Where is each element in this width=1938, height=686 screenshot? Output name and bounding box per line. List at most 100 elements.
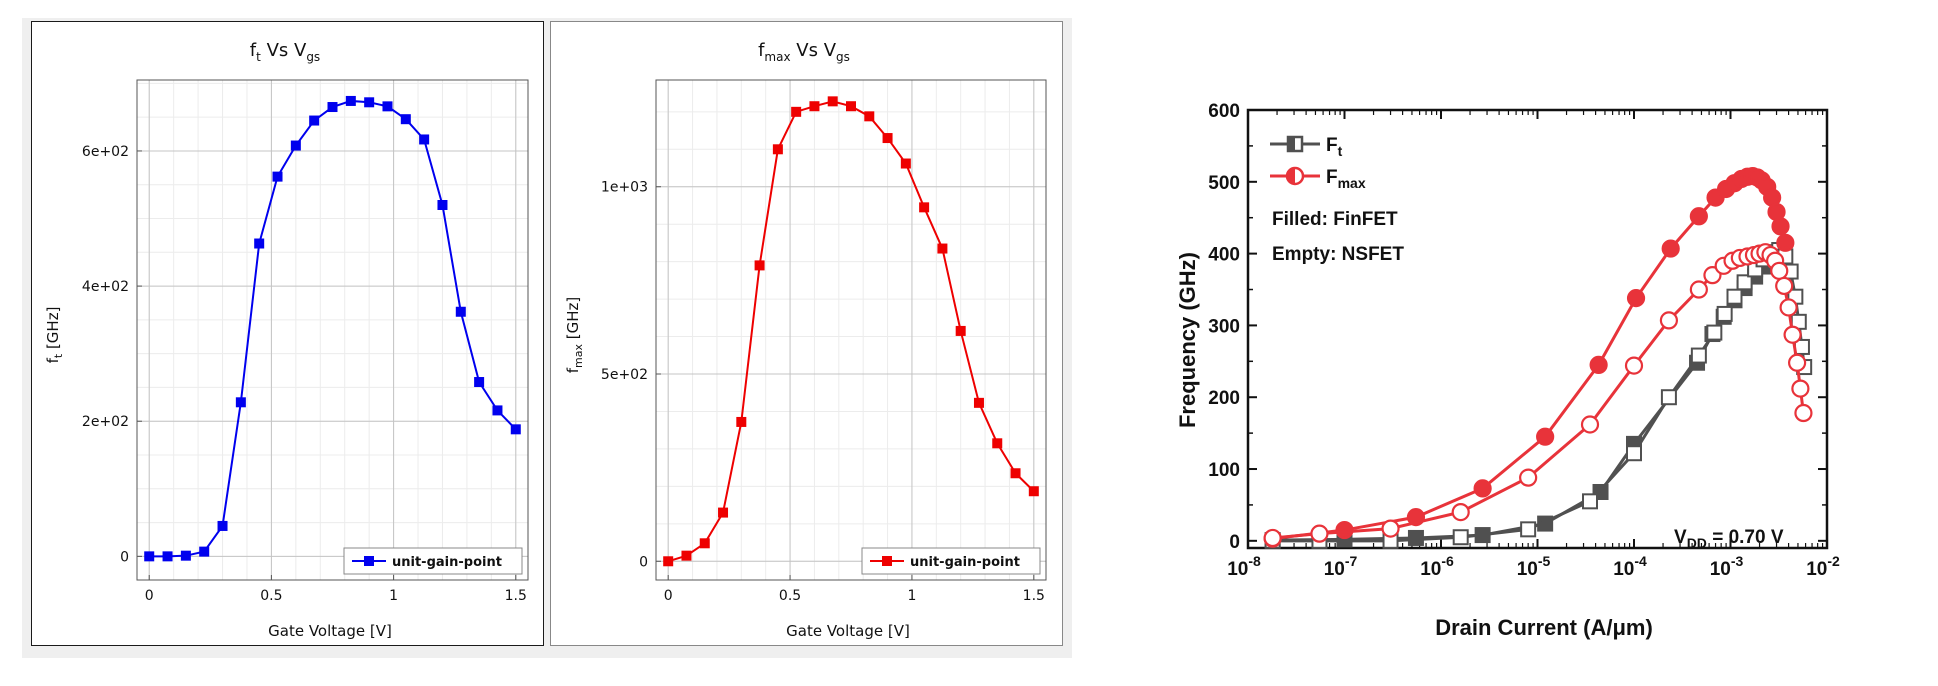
data-point [327,102,338,113]
data-point [1473,479,1492,498]
data-point [290,140,301,151]
plot-area: 0 0.5 1 1.5 0 5e+02 1e+03 unit-gain-point [601,79,1047,604]
plot-area: 0 100 200 300 400 500 600 10-8 10-7 10-6 10-5 10-4 1… [1208,101,1840,580]
data-point [419,134,430,145]
data-point [1716,305,1733,322]
data-point [254,238,265,249]
data-point [973,397,984,408]
data-point [510,424,521,435]
x-tick-label: 1 [907,588,916,604]
data-point [1776,233,1795,252]
x-axis-label: Gate Voltage [V] [268,622,392,640]
data-point [1582,493,1599,510]
data-point [235,397,246,408]
data-point [1726,288,1743,305]
x-tick-label: 10-3 [1710,553,1744,580]
data-point [827,96,838,107]
y-axis-label: ft [GHz] [44,307,65,364]
x-tick-label: 1 [389,588,398,604]
x-tick-label: 10-8 [1227,553,1261,580]
y-axis-label: Frequency (GHz) [1175,252,1200,428]
data-point [846,101,856,112]
data-point [1310,524,1329,543]
data-point [718,507,729,518]
series-line [1272,252,1784,542]
data-point [699,538,710,549]
data-point [882,133,893,144]
x-tick-label: 10-7 [1324,553,1358,580]
y-tick-label: 2e+02 [82,414,129,430]
data-point [1736,274,1753,291]
data-point [364,97,375,108]
data-point [400,114,411,125]
data-point [772,144,783,155]
series-line [1272,250,1805,540]
data-point [199,546,210,557]
data-point [1624,356,1644,375]
data-point [1689,207,1708,226]
data-point [992,438,1003,449]
data-point [1010,468,1021,479]
fmax-chart-panel [550,21,1063,646]
x-tick-label: 10-6 [1420,553,1454,580]
data-point [382,101,393,112]
data-point [1626,445,1642,462]
data-point [1779,298,1798,317]
data-point [955,325,966,336]
x-tick-label: 1.5 [505,588,527,604]
data-point [1520,521,1537,538]
data-point [1791,379,1810,398]
y-tick-label: 6e+02 [82,144,129,160]
x-tick-label: 0.5 [260,588,282,604]
y-tick-label: 200 [1208,388,1240,409]
data-point [1783,325,1802,344]
y-tick-label: 0 [1229,532,1240,553]
data-point [1689,280,1708,299]
annotation-filled: Filled: FinFET [1272,209,1398,230]
data-point [1451,502,1470,522]
data-point [1536,427,1555,446]
data-point [1589,355,1608,375]
legend-label: unit-gain-point [910,555,1020,570]
legend-label: Fmax [1326,167,1366,191]
x-tick-label: 0.5 [779,588,801,604]
legend-marker-fill [1287,168,1295,184]
data-point [1661,239,1680,258]
data-point [144,551,155,562]
data-point [681,550,692,561]
data-point [663,556,674,567]
series-line [1272,248,1806,543]
y-tick-label: 0 [639,554,648,570]
data-point [474,377,485,388]
y-tick-label: 1e+03 [601,180,648,196]
plot-frame [136,79,529,581]
chart-title: ft Vs Vgs [250,40,320,64]
ft-chart-panel [31,21,544,646]
data-point [345,95,356,106]
data-point [1706,324,1723,341]
data-point [1770,261,1789,280]
data-point [1775,276,1794,296]
data-point [1794,403,1813,423]
y-tick-label: 4e+02 [82,279,129,295]
legend-marker [364,556,374,566]
x-axis-label: Drain Current (A/μm) [1435,615,1653,640]
data-point [1519,468,1538,487]
y-axis-label: fmax [GHz] [564,297,585,374]
data-point [162,551,173,562]
data-point [1771,217,1790,236]
data-point [217,520,228,531]
y-tick-label: 5e+02 [601,367,648,383]
data-point [900,158,911,169]
chart-title: fmax Vs Vgs [758,40,850,64]
y-tick-label: 100 [1208,460,1240,481]
annotation-empty: Empty: NSFET [1272,244,1404,265]
data-point [437,200,448,210]
y-tick-label: 0 [120,549,129,565]
x-tick-label: 1.5 [1023,588,1045,604]
data-point [1788,353,1807,372]
data-point [937,243,948,254]
